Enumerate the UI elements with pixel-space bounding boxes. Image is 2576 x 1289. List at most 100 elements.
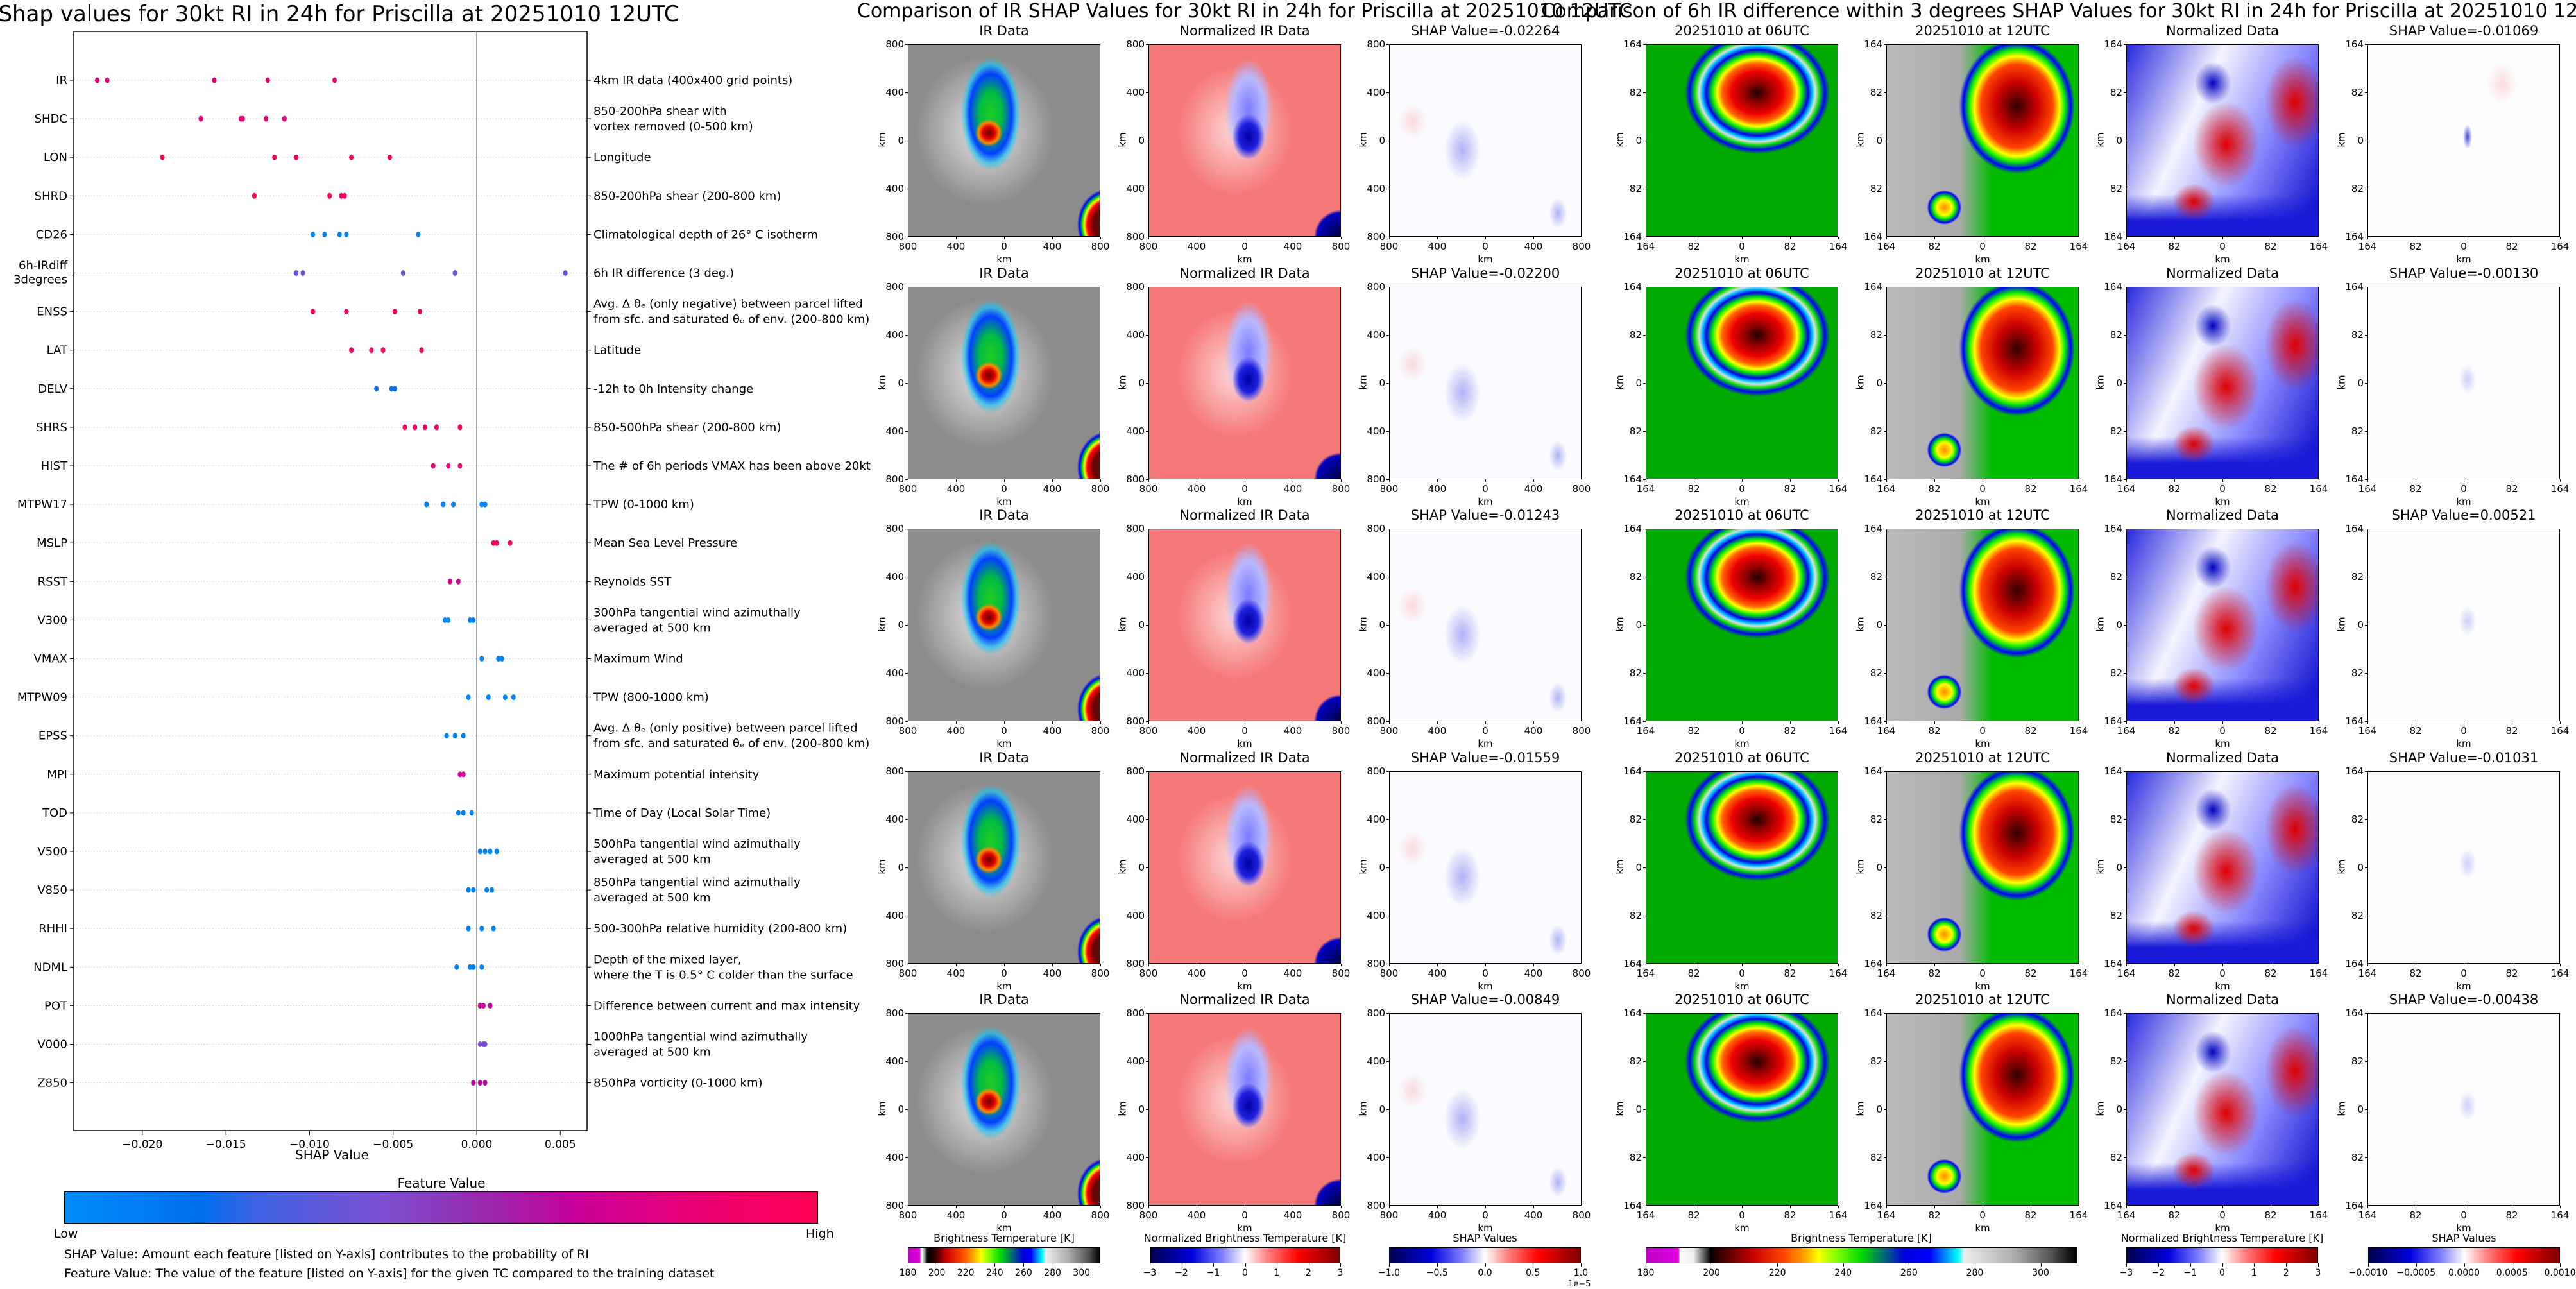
shap-point-mpi — [457, 771, 463, 778]
y-tick-label: 164 — [2104, 231, 2122, 243]
x-tick-label: 400 — [1428, 241, 1447, 252]
x-tick-label: 82 — [1928, 483, 1941, 495]
x-axis-label: SHAP Value — [295, 1147, 369, 1163]
feature-label: MTPW17 — [17, 498, 67, 511]
normalized-irdiff-title: Normalized Data — [2166, 992, 2279, 1007]
feature-label: SHDC — [35, 112, 67, 126]
x-tick — [1533, 237, 1534, 239]
feature-description: Maximum potential intensity — [593, 768, 760, 781]
y-tick-label: 82 — [1629, 814, 1642, 825]
x-tick — [1838, 721, 1839, 724]
x-tick — [2222, 721, 2223, 724]
x-tick — [1100, 237, 1101, 239]
x-tick — [1100, 964, 1101, 966]
ir-shap-title: SHAP Value=-0.01243 — [1410, 508, 1560, 523]
x-tick-label: 82 — [2168, 725, 2181, 737]
y-tick-label: 0 — [1876, 377, 1882, 389]
irdiff-shap-colorbar — [2368, 1247, 2560, 1263]
y-axis-label: km — [2094, 375, 2106, 390]
y-tick — [1643, 625, 1646, 626]
y-tick — [1386, 625, 1389, 626]
ir-shap-image — [1389, 529, 1582, 721]
plot-frame — [73, 31, 588, 1131]
y-tick-label: 164 — [1864, 715, 1882, 727]
x-tick — [2560, 479, 2561, 482]
shap-point-delv — [374, 386, 379, 392]
shap-point-lon — [388, 154, 393, 160]
x-tick-label: 164 — [2069, 241, 2088, 252]
colorbar-tick-label: 200 — [1703, 1268, 1720, 1278]
x-tick-label: 164 — [2550, 483, 2570, 495]
shap-point-enss — [417, 309, 422, 315]
colorbar-tick-label: 0.0005 — [2496, 1268, 2528, 1278]
x-tick — [1790, 1206, 1791, 1208]
x-axis-label: km — [1975, 253, 1990, 265]
x-tick — [1742, 237, 1743, 239]
x-tick-label: 164 — [2358, 483, 2377, 495]
y-tick — [1146, 44, 1148, 45]
x-tick-label: 82 — [2168, 483, 2181, 495]
y-tick-label: 0 — [2357, 377, 2364, 389]
ir-12utc-title: 20251010 at 12UTC — [1915, 992, 2050, 1007]
y-tick — [2124, 673, 2126, 674]
x-tick-label: 164 — [1636, 968, 1655, 979]
ir-normalized-colorbar-label: Normalized Brightness Temperature [K] — [1143, 1232, 1347, 1244]
x-tick-label: 82 — [1784, 241, 1796, 252]
x-tick — [1485, 237, 1486, 239]
normalized-irdiff-image — [2126, 771, 2319, 964]
y-tick — [905, 44, 908, 45]
x-tick-label: 0 — [1739, 241, 1745, 252]
x-tick-label: 164 — [2550, 1209, 2570, 1221]
colorbar-tick-label: 1 — [2251, 1268, 2257, 1278]
x-tick-label: 0 — [2461, 725, 2467, 737]
y-tick-label: 82 — [1870, 814, 1882, 825]
feature-label: MTPW09 — [17, 691, 67, 704]
feature-colorbar-label: Feature Value — [397, 1175, 486, 1191]
y-tick — [1643, 431, 1646, 432]
feature-label: CD26 — [36, 228, 67, 241]
x-tick-label: 800 — [1139, 1209, 1158, 1221]
shap-point-mslp — [494, 540, 499, 546]
y-tick-label: 0 — [1379, 1104, 1385, 1115]
y-tick-label: 82 — [1870, 571, 1882, 583]
y-tick — [2365, 479, 2367, 480]
x-tick-label: 0.000 — [461, 1138, 493, 1151]
y-tick — [2365, 335, 2367, 336]
y-tick-label: 400 — [1367, 329, 1385, 341]
shap-point-mtpw17 — [479, 501, 484, 508]
feature-description: Avg. Δ θₑ (only negative) between parcel… — [593, 298, 869, 327]
x-tick-label: 164 — [2358, 1209, 2377, 1221]
colorbar-tick — [2040, 1263, 2042, 1267]
x-tick-label: 0.005 — [545, 1138, 576, 1151]
x-tick-label: 400 — [1043, 241, 1062, 252]
x-tick-label: 0 — [2461, 241, 2467, 252]
x-tick-label: 800 — [1139, 968, 1158, 979]
feature-label: RSST — [38, 575, 68, 588]
x-tick-label: 400 — [1187, 241, 1206, 252]
x-tick-label: 164 — [2309, 1209, 2328, 1221]
y-tick-label: 0 — [1379, 619, 1385, 631]
colorbar-tick — [2126, 1263, 2127, 1267]
y-axis-label: km — [2094, 1101, 2106, 1116]
shap-point-mtpw09 — [511, 694, 516, 701]
y-tick-label: 0 — [2116, 377, 2122, 389]
shap-point-mslp — [491, 540, 496, 546]
shap-point-shrs — [434, 424, 439, 431]
x-tick-label: 82 — [1784, 725, 1796, 737]
y-tick — [1146, 771, 1148, 772]
irdiff-normalized-colorbar-label: Normalized Brightness Temperature [K] — [2120, 1232, 2324, 1244]
x-tick — [1934, 964, 1935, 966]
x-tick-label: 164 — [1636, 1209, 1655, 1221]
y-tick-label: 164 — [1623, 715, 1642, 727]
irdiff-shap-title: SHAP Value=-0.00130 — [2389, 266, 2539, 281]
x-tick — [2222, 237, 2223, 239]
x-tick-label: 400 — [1187, 968, 1206, 979]
y-axis-label: km — [2094, 132, 2106, 148]
irdiff-shap-title: SHAP Value=-0.00438 — [2389, 992, 2539, 1007]
colorbar-tick — [1389, 1263, 1390, 1267]
x-tick — [1437, 721, 1438, 724]
y-tick — [2365, 1109, 2367, 1110]
x-tick-label: 0 — [1979, 241, 1986, 252]
x-tick-label: 0 — [1001, 725, 1007, 737]
shap-point-enss — [392, 309, 397, 315]
